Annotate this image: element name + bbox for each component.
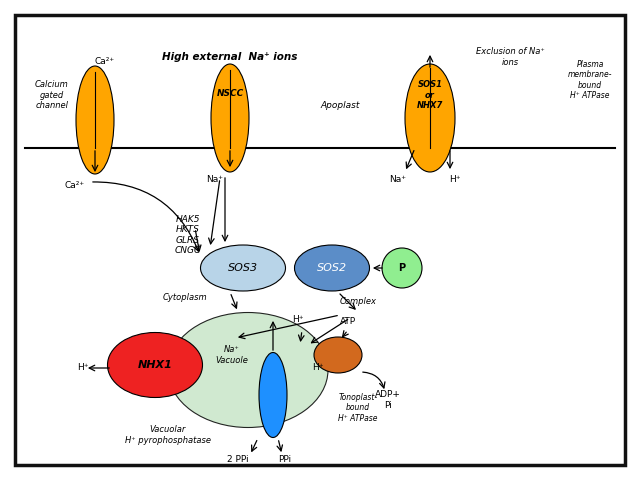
Ellipse shape [108, 333, 202, 397]
Text: P: P [399, 263, 406, 273]
Text: Na⁺: Na⁺ [207, 176, 223, 184]
Text: Na⁺: Na⁺ [390, 176, 406, 184]
Circle shape [382, 248, 422, 288]
Text: Complex: Complex [339, 298, 376, 307]
Text: High external  Na⁺ ions: High external Na⁺ ions [163, 52, 298, 62]
Ellipse shape [314, 337, 362, 373]
Text: Tonoplast-
bound
H⁺ ATPase: Tonoplast- bound H⁺ ATPase [339, 393, 378, 423]
Text: Exclusion of Na⁺
ions: Exclusion of Na⁺ ions [476, 48, 545, 67]
Ellipse shape [211, 64, 249, 172]
Text: SOS3: SOS3 [228, 263, 258, 273]
Ellipse shape [405, 64, 455, 172]
Text: H⁺: H⁺ [292, 315, 304, 324]
Text: Ca²⁺: Ca²⁺ [65, 180, 85, 190]
Text: 2 PPi: 2 PPi [227, 456, 249, 465]
Text: Vacuolar
H⁺ pyrophosphatase: Vacuolar H⁺ pyrophosphatase [125, 425, 211, 444]
Ellipse shape [259, 352, 287, 437]
Text: ATP: ATP [340, 317, 356, 326]
Text: HAK5
HKTS
GLRS
CNGC: HAK5 HKTS GLRS CNGC [175, 215, 201, 255]
Text: H⁺: H⁺ [312, 363, 324, 372]
Text: SOS1
or
NHX7: SOS1 or NHX7 [417, 80, 443, 110]
Ellipse shape [168, 312, 328, 428]
Ellipse shape [76, 66, 114, 174]
Text: H⁺: H⁺ [449, 176, 461, 184]
Text: Na⁺
Vacuole: Na⁺ Vacuole [216, 345, 248, 365]
Text: NSCC: NSCC [216, 88, 244, 97]
Ellipse shape [200, 245, 285, 291]
Text: Calcium
gated
channel: Calcium gated channel [35, 80, 69, 110]
Text: Cytoplasm: Cytoplasm [163, 293, 207, 302]
Text: H⁺: H⁺ [77, 363, 89, 372]
Text: Plasma
membrane-
bound
H⁺ ATPase: Plasma membrane- bound H⁺ ATPase [568, 60, 612, 100]
Text: PPi: PPi [278, 456, 292, 465]
Text: ADP+
Pi: ADP+ Pi [375, 390, 401, 410]
Text: SOS2: SOS2 [317, 263, 347, 273]
Text: Apoplast: Apoplast [320, 100, 360, 109]
Text: Ca²⁺: Ca²⁺ [95, 58, 115, 67]
Ellipse shape [294, 245, 369, 291]
Text: NHX1: NHX1 [138, 360, 172, 370]
